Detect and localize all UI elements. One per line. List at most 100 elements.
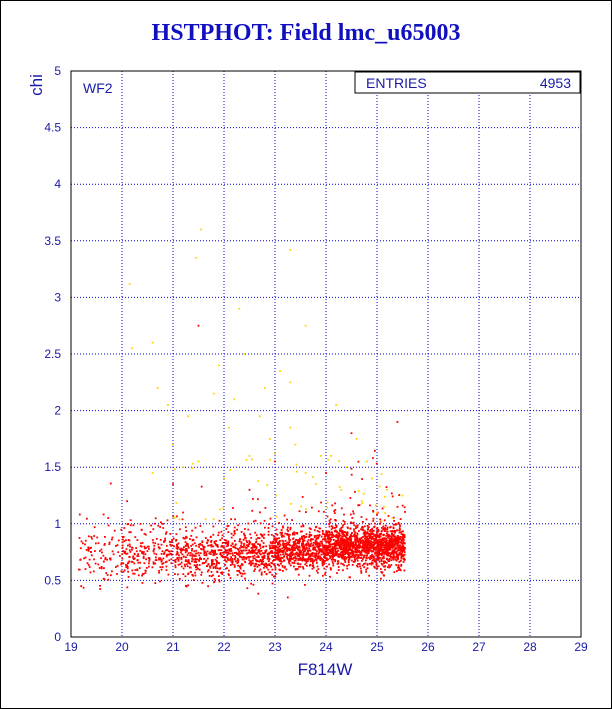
data-point xyxy=(368,545,371,548)
data-point xyxy=(398,527,401,529)
data-point xyxy=(275,539,278,542)
data-point xyxy=(252,551,255,554)
data-point xyxy=(316,562,318,564)
data-point xyxy=(300,551,303,554)
data-point xyxy=(234,547,237,550)
data-point xyxy=(267,560,270,562)
data-point xyxy=(198,554,201,557)
data-point xyxy=(404,547,406,549)
data-point xyxy=(275,528,278,531)
data-point xyxy=(224,539,226,541)
data-point xyxy=(334,550,337,553)
data-point xyxy=(291,547,293,550)
data-point xyxy=(246,556,249,559)
data-point xyxy=(129,545,131,548)
data-points xyxy=(78,228,406,599)
data-point xyxy=(217,549,220,552)
data-point xyxy=(370,563,373,566)
data-point xyxy=(152,528,155,531)
data-point xyxy=(392,523,395,526)
data-point xyxy=(132,555,135,558)
data-point xyxy=(180,547,183,550)
data-point xyxy=(398,561,401,563)
data-point xyxy=(195,256,197,259)
data-point xyxy=(201,548,203,551)
x-tick-label: 24 xyxy=(319,640,333,654)
data-point xyxy=(369,536,371,538)
data-point xyxy=(301,545,304,547)
data-point xyxy=(167,553,170,556)
data-point xyxy=(270,562,273,564)
data-point xyxy=(373,546,376,549)
data-point xyxy=(331,536,334,538)
data-point xyxy=(279,553,282,556)
data-point xyxy=(255,538,258,541)
data-point xyxy=(293,544,296,546)
data-point xyxy=(346,567,349,570)
data-point xyxy=(343,544,346,547)
data-point xyxy=(181,553,184,556)
data-point xyxy=(263,519,266,522)
data-point xyxy=(360,537,363,540)
data-point xyxy=(126,586,129,589)
data-point xyxy=(348,552,351,555)
y-tick-label: 1.5 xyxy=(44,460,61,474)
data-point xyxy=(323,545,326,547)
data-point xyxy=(298,565,300,568)
data-point xyxy=(397,565,400,568)
data-point xyxy=(251,543,254,545)
data-point xyxy=(392,533,395,536)
data-point xyxy=(250,551,252,554)
data-point xyxy=(316,530,319,532)
data-point xyxy=(312,544,315,546)
data-point xyxy=(168,559,171,562)
data-point xyxy=(237,561,240,564)
data-point xyxy=(270,565,273,568)
data-point xyxy=(126,564,128,567)
data-point xyxy=(401,551,404,554)
data-point xyxy=(222,556,224,559)
data-point xyxy=(379,522,381,525)
data-point xyxy=(343,551,345,554)
data-point xyxy=(208,574,211,577)
x-tick-label: 27 xyxy=(472,640,486,654)
data-point xyxy=(315,543,317,546)
data-point xyxy=(360,571,363,574)
data-point xyxy=(302,552,305,554)
data-point xyxy=(350,467,353,470)
data-point xyxy=(94,550,96,552)
data-point xyxy=(182,548,184,551)
data-point xyxy=(368,540,371,543)
data-point xyxy=(210,545,213,548)
data-point xyxy=(233,526,236,529)
data-point xyxy=(354,546,357,549)
data-point xyxy=(235,551,238,554)
data-point xyxy=(304,548,307,550)
data-point xyxy=(286,555,288,558)
data-point xyxy=(304,549,307,552)
data-point xyxy=(187,573,189,576)
data-point xyxy=(87,548,90,551)
data-point xyxy=(362,521,364,523)
data-point xyxy=(158,569,160,572)
tick-labels: 19 20 21 22 23 24 25 26 27 28 2900.511.522.533.544… xyxy=(44,64,588,654)
data-point xyxy=(376,543,379,546)
data-point xyxy=(372,529,375,532)
data-point xyxy=(209,551,212,554)
data-point xyxy=(379,557,381,559)
data-point xyxy=(319,545,321,547)
data-point xyxy=(288,561,290,564)
data-point xyxy=(89,571,92,574)
data-point xyxy=(325,550,328,553)
data-point xyxy=(216,567,219,570)
data-point xyxy=(334,519,336,521)
data-point xyxy=(381,537,384,540)
data-point xyxy=(259,522,262,525)
data-point xyxy=(390,543,392,546)
data-point xyxy=(289,554,292,556)
data-point xyxy=(362,539,365,542)
data-point xyxy=(260,533,263,536)
data-point xyxy=(368,533,371,535)
data-point xyxy=(294,555,297,558)
y-tick-label: 5 xyxy=(54,64,61,78)
